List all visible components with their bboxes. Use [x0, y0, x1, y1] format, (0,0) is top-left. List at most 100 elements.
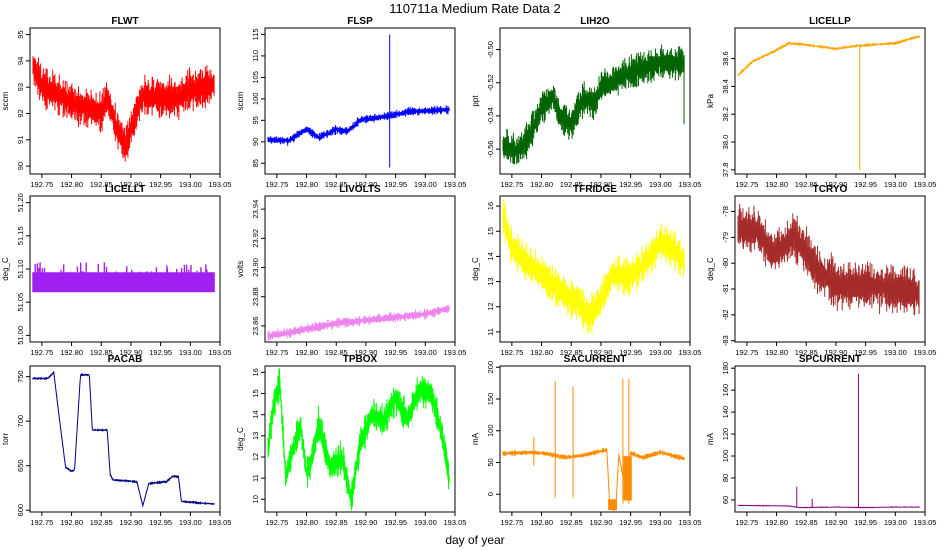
xtick-label-flwt-2: 192.85 — [90, 180, 113, 189]
xtick-label-spcurrent-3: 192.90 — [824, 518, 847, 527]
ytick-label-spcurrent-2: 100 — [721, 450, 730, 463]
ytick-label-flsp-1: 90 — [251, 138, 260, 146]
xaxis-tcryo: 192.75 192.80 192.85 192.90 192.95 193.00 193.… — [735, 342, 936, 357]
xtick-label-licellp-1: 192.80 — [765, 180, 788, 189]
block-sacurrent-0 — [608, 499, 617, 511]
xtick-label-lih2o-3: 192.90 — [589, 180, 612, 189]
xtick-label-tpbox-4: 192.95 — [384, 518, 407, 527]
xtick-label-licellt-1: 192.80 — [60, 348, 83, 357]
yaxis-licellp: 37.8 38.0 38.2 38.4 38.6 — [721, 51, 735, 177]
xtick-label-pacab-6: 193.05 — [209, 518, 232, 527]
ytick-label-lih2o-3: -0.50 — [486, 41, 495, 58]
ytick-label-lih2o-2: -0.52 — [486, 74, 495, 91]
yaxis-lih2o: -0.56 -0.54 -0.52 -0.50 — [486, 41, 500, 158]
ytick-label-tpbox-3: 13 — [251, 432, 260, 440]
xtick-label-licellt-0: 192.75 — [30, 348, 53, 357]
ytick-label-licellp-0: 37.8 — [721, 163, 730, 178]
xaxis-livolts: 192.75 192.80 192.85 192.90 192.95 193.00 193.… — [265, 342, 466, 357]
xtick-label-flwt-6: 193.05 — [209, 180, 232, 189]
line-flwt — [32, 56, 215, 162]
xtick-label-licellp-0: 192.75 — [735, 180, 758, 189]
xtick-label-sacurrent-1: 192.80 — [530, 518, 553, 527]
ytick-label-licellp-4: 38.6 — [721, 51, 730, 66]
xtick-label-pacab-0: 192.75 — [30, 518, 53, 527]
xtick-label-spcurrent-4: 192.95 — [854, 518, 877, 527]
line-tpbox — [267, 367, 450, 511]
ytick-label-licellp-3: 38.4 — [721, 79, 730, 94]
ytick-label-flsp-0: 85 — [251, 159, 260, 167]
xtick-label-licellp-4: 192.95 — [854, 180, 877, 189]
ytick-label-sacurrent-2: 100 — [486, 424, 495, 437]
yaxis-flwt: 90 91 92 93 94 95 — [16, 30, 30, 170]
panel-title-tpbox: TPBOX — [343, 354, 378, 365]
ylabel-livolts: volts — [236, 261, 245, 277]
xtick-label-flsp-2: 192.85 — [325, 180, 348, 189]
yaxis-sacurrent: 0 50 100 150 200 — [486, 361, 500, 496]
xtick-label-flwt-3: 192.90 — [119, 180, 142, 189]
panel-title-licellp: LICELLP — [809, 16, 851, 27]
xtick-label-tcryo-4: 192.95 — [854, 348, 877, 357]
xtick-label-flwt-0: 192.75 — [30, 180, 53, 189]
xaxis-licellp: 192.75 192.80 192.85 192.90 192.95 193.00 193.… — [735, 174, 936, 189]
ylabel-tcryo: deg_C — [706, 257, 715, 281]
ytick-label-spcurrent-5: 160 — [721, 384, 730, 397]
plot-frame-flwt — [29, 27, 221, 175]
xaxis-licellt: 192.75 192.80 192.85 192.90 192.95 193.00 193.… — [30, 342, 231, 357]
ytick-label-flsp-4: 105 — [251, 71, 260, 84]
xtick-label-lih2o-0: 192.75 — [500, 180, 523, 189]
ytick-label-flwt-4: 94 — [16, 57, 25, 65]
ylabel-tpbox: deg_C — [236, 427, 245, 451]
ytick-label-tcryo-0: -83 — [721, 335, 730, 346]
line-lih2o — [502, 44, 685, 165]
xaxis-flsp: 192.75 192.80 192.85 192.90 192.95 193.00 193.… — [265, 174, 466, 189]
xtick-label-tfridge-1: 192.80 — [530, 348, 553, 357]
plot-frame-flsp — [264, 27, 456, 175]
ytick-label-flsp-2: 95 — [251, 116, 260, 124]
ylabel-flwt: sccm — [1, 91, 10, 110]
ytick-label-flsp-5: 110 — [251, 50, 260, 62]
ylabel-sacurrent: mA — [471, 432, 480, 445]
xtick-label-tpbox-1: 192.80 — [295, 518, 318, 527]
line-livolts — [267, 304, 450, 341]
ytick-label-tpbox-0: 10 — [251, 495, 260, 503]
xtick-label-sacurrent-2: 192.85 — [560, 518, 583, 527]
ytick-label-lih2o-1: -0.54 — [486, 107, 495, 124]
xtick-label-lih2o-6: 193.05 — [679, 180, 702, 189]
panel-title-spcurrent: SPCURRENT — [799, 354, 861, 365]
xtick-label-tpbox-0: 192.75 — [265, 518, 288, 527]
yaxis-flsp: 85 90 95 100 105 110 115 — [251, 28, 265, 167]
ytick-label-flsp-6: 115 — [251, 28, 260, 40]
xtick-label-tcryo-1: 192.80 — [765, 348, 788, 357]
xtick-label-flwt-4: 192.95 — [149, 180, 172, 189]
xtick-label-lih2o-5: 193.00 — [649, 180, 672, 189]
xtick-label-livolts-4: 192.95 — [384, 348, 407, 357]
xtick-label-licellp-3: 192.90 — [824, 180, 847, 189]
panel-title-tcryo: TCRYO — [813, 184, 848, 195]
xtick-label-tcryo-0: 192.75 — [735, 348, 758, 357]
series-tcryo — [737, 204, 920, 316]
ytick-label-livolts-4: 23.94 — [251, 200, 260, 219]
xtick-label-pacab-2: 192.85 — [90, 518, 113, 527]
xtick-label-flwt-5: 193.00 — [179, 180, 202, 189]
xtick-label-flsp-6: 193.05 — [444, 180, 467, 189]
xtick-label-spcurrent-2: 192.85 — [795, 518, 818, 527]
ytick-label-flsp-3: 100 — [251, 93, 260, 106]
xtick-label-sacurrent-0: 192.75 — [500, 518, 523, 527]
ylabel-licellt: deg_C — [1, 257, 10, 281]
xtick-label-tpbox-2: 192.85 — [325, 518, 348, 527]
panel-spcurrent: SPCURRENT mA 192.75 192.80 192.85 192.90 192.9… — [706, 354, 936, 527]
ytick-label-tcryo-5: -78 — [721, 206, 730, 217]
ytick-label-pacab-0: 600 — [16, 504, 25, 517]
ytick-label-sacurrent-0: 0 — [486, 492, 495, 496]
ytick-label-spcurrent-1: 80 — [721, 474, 730, 482]
series-flsp — [267, 34, 450, 168]
ytick-label-licellt-4: 51.20 — [16, 193, 25, 212]
xtick-label-tfridge-0: 192.75 — [500, 348, 523, 357]
series-pacab — [32, 371, 215, 507]
xtick-label-sacurrent-5: 193.00 — [649, 518, 672, 527]
xtick-label-flwt-1: 192.80 — [60, 180, 83, 189]
